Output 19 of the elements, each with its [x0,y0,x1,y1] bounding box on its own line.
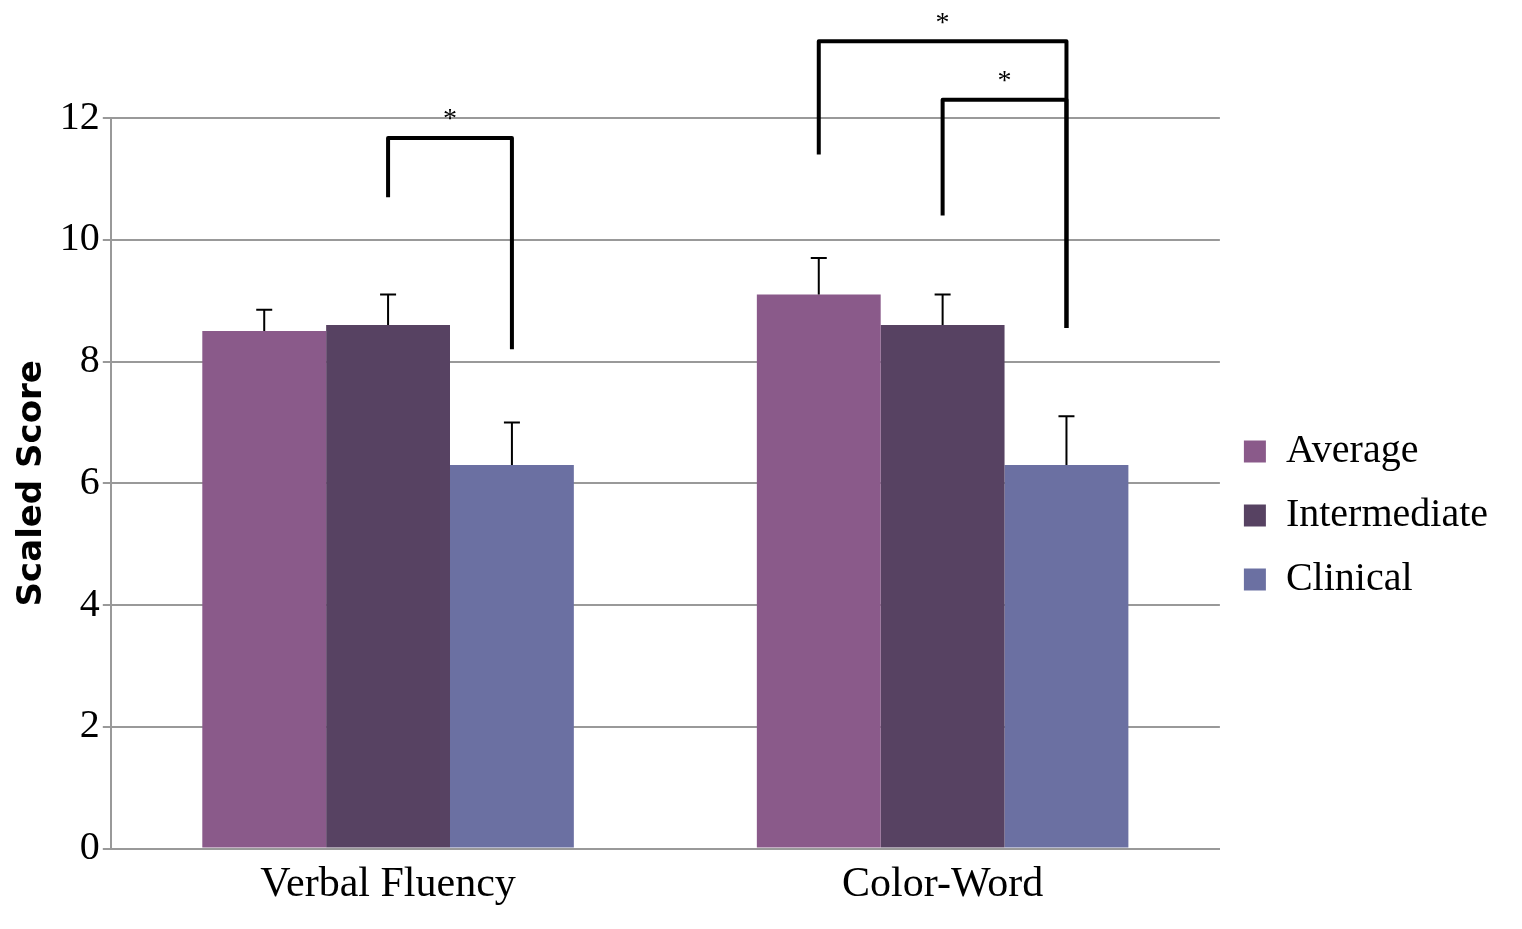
text: * [997,64,1012,96]
y-tick-label: 8 [79,336,100,382]
legend-label: Intermediate [1285,490,1488,535]
bar [1004,465,1129,848]
bar [450,465,574,848]
y-tick-label: 12 [59,92,100,138]
y-tick-label: 6 [79,457,100,503]
legend-label: Clinical [1285,554,1413,599]
y-tick-label: 10 [59,214,100,260]
y-tick-label: 0 [79,823,100,869]
bar [202,331,327,848]
legend-label: Average [1285,426,1419,471]
x-tick-label: Color-Word [842,858,1044,905]
x-tick-label: Verbal Fluency [260,858,516,905]
annotation: * [443,102,457,134]
y-tick-label: 4 [79,579,100,625]
y-tick-label: 2 [79,701,100,747]
text: * [935,5,950,37]
y-axis-title: Scaled Score [9,360,50,607]
